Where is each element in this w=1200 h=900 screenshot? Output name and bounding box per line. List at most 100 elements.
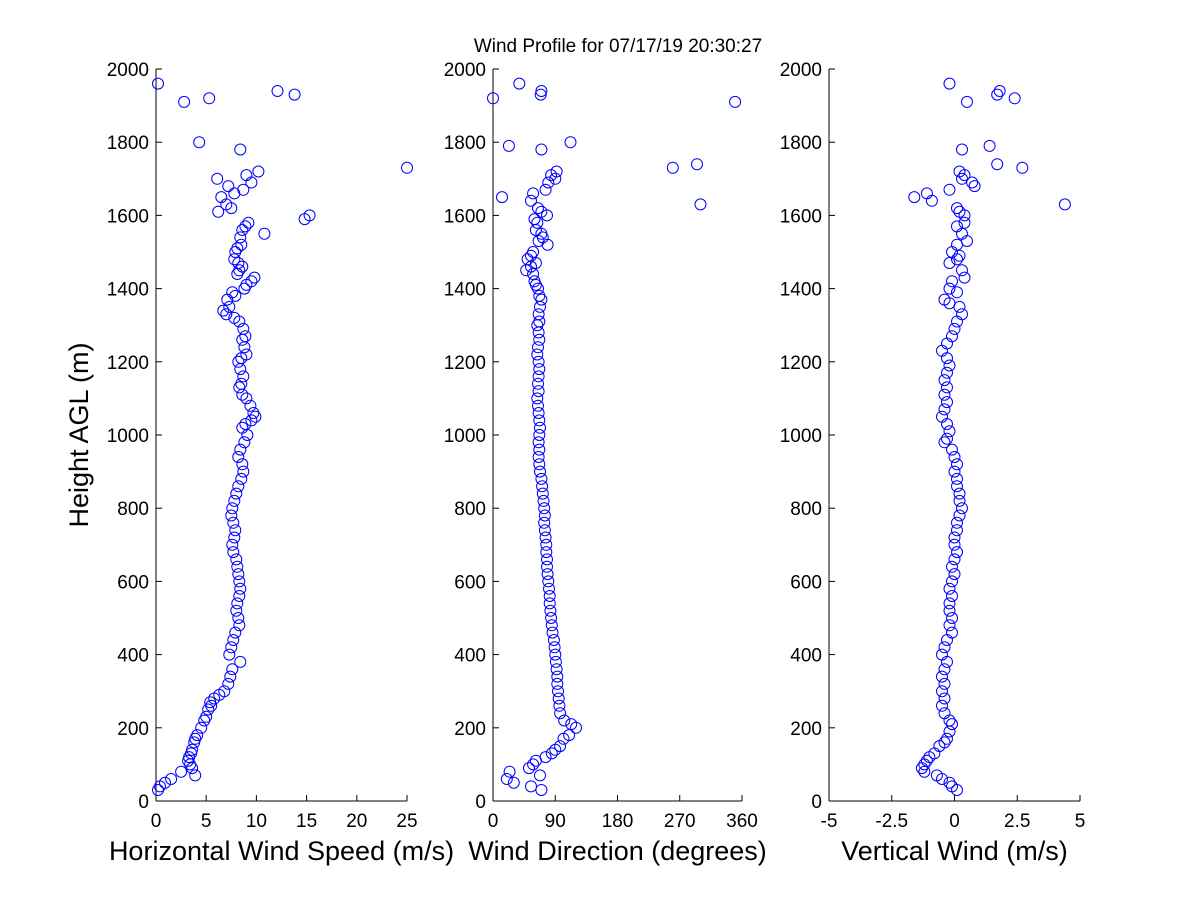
vertical-data-point — [925, 194, 938, 207]
vertical-data-point — [918, 758, 931, 771]
vertical-data-point — [938, 692, 951, 705]
direction-data-point — [554, 707, 567, 720]
direction-data-point — [527, 758, 540, 771]
speed-data-point — [229, 289, 242, 302]
speed-data-point — [236, 224, 249, 236]
speed-data-point — [234, 443, 247, 456]
direction-data-point — [532, 377, 544, 390]
direction-data-point — [557, 732, 570, 745]
vertical-data-point — [946, 560, 958, 573]
speed-data-point — [152, 784, 164, 796]
direction-data-point — [535, 293, 548, 306]
direction-data-point — [532, 370, 545, 383]
direction-data-point — [535, 143, 548, 156]
vertical-data-point — [946, 718, 958, 731]
vertical-data-point — [983, 139, 996, 152]
speed-x-tick-label: 25 — [396, 811, 417, 832]
vertical-data-point — [941, 381, 953, 394]
vertical-data-point — [943, 257, 956, 269]
vertical-data-point — [938, 677, 951, 690]
vertical-data-point — [938, 436, 951, 449]
speed-data-point — [228, 187, 241, 200]
vertical-data-point — [946, 612, 958, 624]
speed-data-point — [235, 238, 248, 251]
direction-data-point — [729, 95, 742, 108]
speed-data-point — [238, 282, 251, 295]
speed-data-point — [232, 451, 245, 463]
direction-data-point — [533, 363, 546, 376]
direction-data-point — [534, 465, 546, 478]
vertical-data-point — [951, 472, 963, 485]
direction-data-point — [487, 92, 499, 105]
speed-data-point — [203, 92, 216, 105]
vertical-data-point — [938, 388, 951, 401]
direction-data-point — [533, 414, 546, 427]
speed-data-point — [248, 271, 261, 284]
direction-x-tick-label: 360 — [726, 811, 758, 832]
vertical-y-tick-label: 1200 — [780, 353, 822, 374]
speed-y-tick-label: 1800 — [107, 133, 149, 154]
vertical-data-point — [936, 773, 948, 785]
direction-data-point — [532, 355, 545, 368]
vertical-data-point — [956, 502, 968, 515]
vertical-data-point — [943, 359, 956, 372]
direction-data-point — [531, 392, 544, 405]
speed-data-point — [240, 392, 253, 405]
speed-data-point — [401, 161, 413, 174]
speed-y-tick-label: 200 — [117, 719, 149, 740]
vertical-data-point — [953, 487, 966, 500]
direction-data-point — [534, 421, 546, 434]
direction-x-tick-label: 270 — [664, 811, 696, 832]
speed-data-point — [232, 480, 245, 493]
vertical-y-tick-label: 1000 — [780, 426, 822, 447]
direction-data-point — [535, 472, 548, 485]
vertical-data-point — [953, 300, 966, 313]
direction-data-point — [552, 692, 565, 705]
vertical-x-tick-label: 2.5 — [1004, 811, 1030, 832]
direction-data-point — [691, 158, 703, 171]
direction-data-point — [549, 648, 562, 661]
vertical-data-point — [951, 253, 963, 266]
vertical-y-tick-label: 1400 — [780, 280, 822, 301]
vertical-data-point — [918, 765, 931, 778]
speed-data-point — [229, 524, 242, 537]
vertical-data-point — [1008, 92, 1021, 105]
direction-data-point — [503, 765, 516, 778]
speed-data-point — [238, 341, 251, 354]
vertical-y-tick-label: 200 — [790, 719, 822, 740]
direction-data-point — [537, 494, 550, 507]
vertical-data-point — [941, 432, 953, 445]
direction-data-point — [540, 546, 553, 559]
speed-data-point — [178, 95, 191, 108]
speed-data-point — [223, 300, 236, 313]
vertical-data-point — [943, 282, 956, 295]
vertical-data-point — [941, 418, 953, 430]
vertical-data-point — [948, 553, 961, 566]
speed-data-point — [245, 176, 258, 189]
direction-data-point — [542, 575, 555, 588]
speed-data-point — [226, 538, 239, 551]
speed-data-point — [229, 626, 242, 639]
direction-data-point — [538, 509, 551, 522]
speed-data-point — [198, 714, 211, 727]
direction-data-point — [531, 216, 544, 229]
direction-data-point — [502, 139, 515, 152]
direction-data-point — [536, 480, 549, 493]
direction-x-tick-label: 0 — [488, 811, 499, 832]
direction-data-point — [523, 762, 535, 775]
direction-data-point — [549, 172, 562, 185]
speed-x-tick-label: 0 — [151, 811, 162, 832]
vertical-data-point — [951, 315, 963, 328]
direction-data-point — [543, 582, 555, 595]
vertical-data-point — [941, 352, 953, 365]
speed-data-point — [211, 172, 224, 185]
speed-data-point — [217, 304, 230, 317]
speed-data-point — [236, 458, 249, 471]
direction-y-tick-label: 600 — [454, 572, 486, 593]
vertical-data-point — [943, 604, 956, 617]
speed-data-point — [233, 619, 246, 632]
vertical-data-point — [991, 158, 1004, 171]
vertical-data-point — [938, 374, 951, 387]
direction-data-point — [558, 714, 571, 727]
speed-data-point — [241, 429, 254, 441]
